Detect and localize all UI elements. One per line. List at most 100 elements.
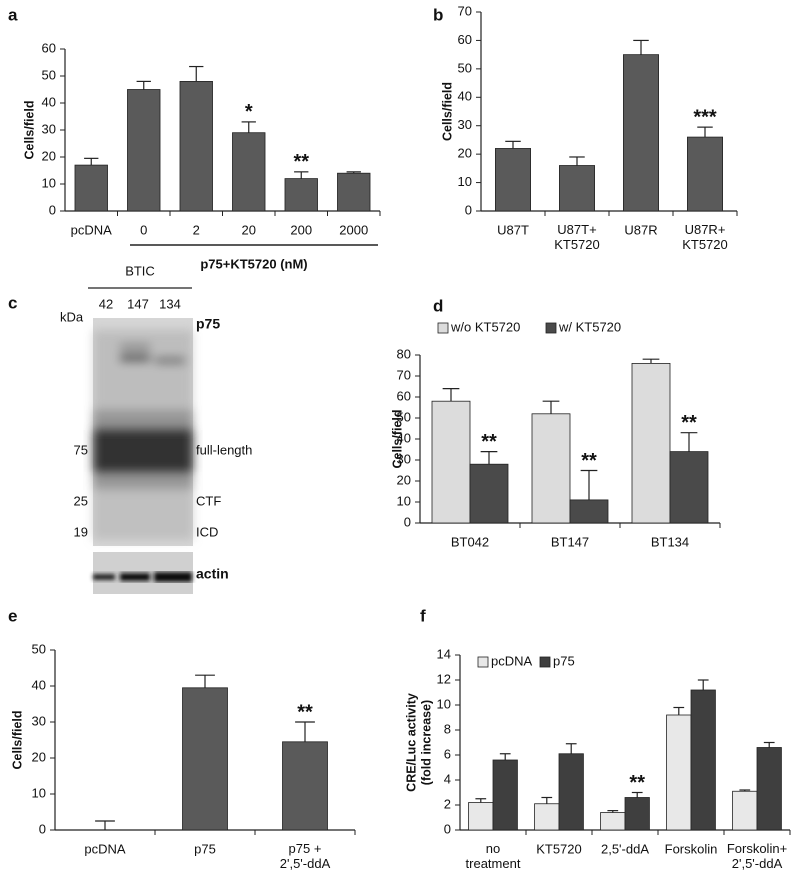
x-tick-label: 2,5'-ddA [601, 841, 649, 856]
significance: ** [297, 701, 313, 723]
group-label: p75+KT5720 (nM) [200, 256, 307, 271]
bar [666, 714, 692, 831]
bar [558, 753, 584, 831]
y-tick-label: 12 [437, 671, 451, 686]
y-tick-label: 40 [42, 94, 56, 109]
y-tick-label: 70 [458, 3, 472, 18]
x-tick-label: 20 [242, 222, 256, 237]
y-axis-label: Cells/field [22, 100, 36, 159]
y-tick-label: 20 [397, 472, 411, 487]
panel-letter: e [8, 606, 17, 625]
x-tick-label: U87R [624, 222, 657, 237]
chart-panel: a Cells/field 0 10 20 30 40 50 60 pcDNA 0 2 20 200 200… [8, 5, 381, 271]
y-tick-label: 60 [458, 32, 472, 47]
y-tick-label: 30 [42, 121, 56, 136]
y-tick-label: 50 [397, 409, 411, 424]
x-tick-label: no treatment [466, 841, 521, 871]
y-tick-label: 60 [397, 388, 411, 403]
marker-label: 25 [74, 493, 88, 508]
y-tick-label: 50 [42, 67, 56, 82]
y-axis-label: CRE/Luc activity(fold increase) [405, 693, 434, 792]
panel-letter: c [8, 293, 17, 312]
y-tick-label: 8 [444, 721, 451, 736]
y-tick-label: 10 [397, 493, 411, 508]
y-axis-label: Cells/field [10, 710, 24, 769]
y-tick-label: 0 [39, 821, 46, 836]
bar [559, 165, 596, 212]
legend-swatch [437, 322, 449, 334]
y-tick-label: 30 [32, 713, 46, 728]
x-tick-label: 2 [193, 222, 200, 237]
bar [469, 463, 509, 524]
chart-panel: e Cells/field 0 10 20 30 40 50 pcDNA p75 p75 +2',5… [8, 606, 356, 871]
bar [623, 54, 660, 212]
y-tick-label: 0 [404, 514, 411, 529]
legend-swatch [539, 656, 551, 668]
x-tick-label: 200 [290, 222, 312, 237]
x-tick-label: p75 +2',5'-ddA [280, 841, 331, 871]
bands [93, 330, 193, 540]
x-tick-label: BT042 [451, 534, 489, 549]
x-tick-label: Forskolin [665, 841, 718, 856]
x-tick-label: p75 [194, 841, 216, 856]
bar [690, 689, 716, 831]
x-tick-label: BT147 [551, 534, 589, 549]
y-axis-label: Cells/field [390, 409, 404, 468]
x-tick-label: pcDNA [84, 841, 126, 856]
x-tick-label: Forskolin+ 2',5'-ddA [727, 841, 787, 871]
significance: ** [681, 412, 697, 434]
y-tick-label: 30 [458, 117, 472, 132]
bar [531, 413, 571, 524]
panel-letter: b [433, 5, 443, 24]
x-tick-label: KT5720 [536, 841, 582, 856]
y-tick-label: 10 [458, 174, 472, 189]
bar [232, 132, 266, 212]
legend-label: w/o KT5720 [450, 319, 520, 334]
y-tick-label: 40 [32, 677, 46, 692]
chart-panel: b Cells/field 0 10 20 30 40 50 60 70 U87T U87T+ KT57… [433, 3, 738, 252]
significance: *** [693, 106, 717, 128]
bar [687, 136, 724, 212]
chart-panel: f CRE/Luc activity(fold increase) 0 2 4 6 8 10 1… [405, 606, 791, 871]
bar [600, 812, 626, 831]
y-tick-label: 14 [437, 646, 451, 661]
significance: ** [581, 450, 597, 472]
bar [494, 148, 531, 212]
blot-group: BTIC [125, 263, 155, 278]
legend-label: pcDNA [491, 653, 533, 668]
x-tick-label: BT134 [651, 534, 689, 549]
unit-label: kDa [60, 309, 84, 324]
y-tick-label: 2 [444, 796, 451, 811]
bar [624, 797, 650, 831]
panel-letter: f [420, 606, 426, 625]
y-tick-label: 6 [444, 746, 451, 761]
significance: ** [629, 772, 645, 794]
bar [669, 451, 709, 524]
x-tick-label: 2000 [339, 222, 368, 237]
lane-label: 147 [127, 296, 149, 311]
x-tick-label: U87T+ KT5720 [554, 222, 600, 252]
y-axis-label: Cells/field [440, 82, 454, 141]
x-tick-label: pcDNA [71, 222, 113, 237]
lane-label: 42 [99, 296, 113, 311]
marker-label: 19 [74, 524, 88, 539]
y-tick-label: 0 [444, 821, 451, 836]
x-tick-label: 0 [140, 222, 147, 237]
bar [631, 362, 671, 524]
y-tick-label: 70 [397, 367, 411, 382]
x-tick-label: U87R+ KT5720 [682, 222, 728, 252]
legend-swatch [545, 322, 557, 334]
actin-bands [93, 572, 192, 582]
bar [74, 164, 108, 212]
y-tick-label: 10 [42, 175, 56, 190]
significance: * [245, 101, 253, 123]
bar [179, 81, 213, 212]
blot-label: CTF [196, 493, 221, 508]
western-blot: c BTIC 42 147 134 kDa p75 full-length CT… [8, 263, 252, 594]
y-tick-label: 50 [458, 60, 472, 75]
panel-letter: a [8, 5, 18, 24]
bar [732, 790, 758, 831]
lane-label: 134 [159, 296, 181, 311]
